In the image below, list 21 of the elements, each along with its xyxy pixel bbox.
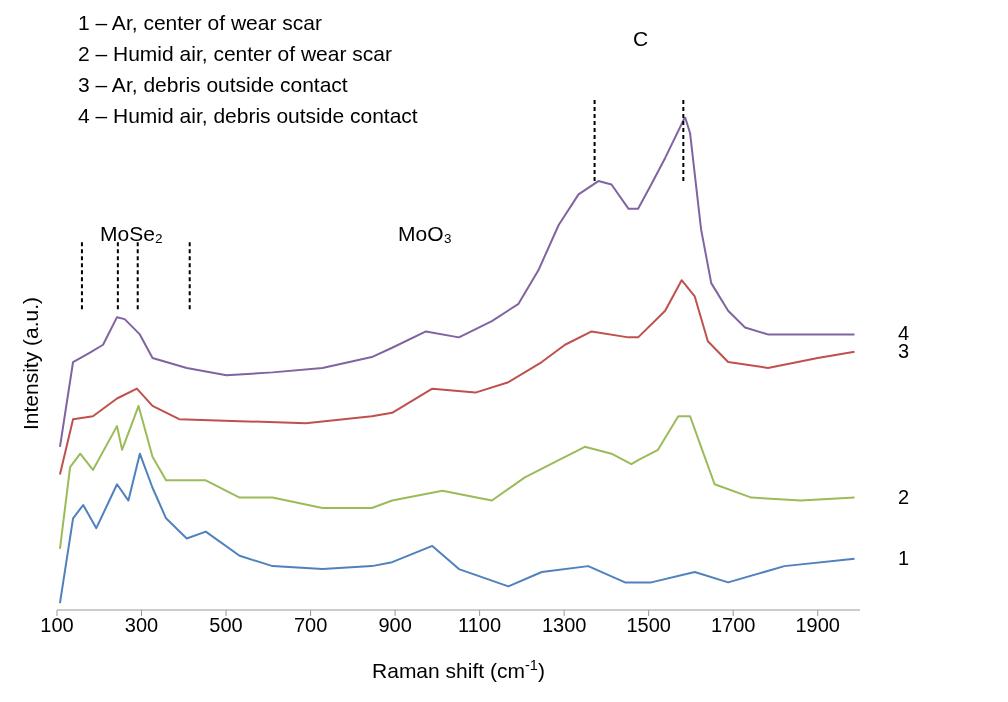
text: 2 <box>898 485 910 508</box>
annotation: MoO₃ <box>398 222 453 245</box>
x-tick-label: 900 <box>378 614 412 637</box>
x-tick-label: 1100 <box>458 614 502 637</box>
text: 3 – Ar, debris outside contact <box>78 73 348 96</box>
text: 2 – Humid air, center of wear scar <box>78 42 392 65</box>
annotation: 4 – Humid air, debris outside contact <box>78 104 418 127</box>
x-tick-label: 1300 <box>541 614 587 637</box>
x-tick-label: 1500 <box>626 614 671 637</box>
x-tick-label: 300 <box>124 614 159 637</box>
text: C <box>633 27 649 50</box>
x-tick-label: 500 <box>209 614 243 637</box>
x-tick-label: 700 <box>293 614 328 637</box>
x-tick-label: 1700 <box>710 614 756 637</box>
text: 1 – Ar, center of wear scar <box>78 11 322 34</box>
text: 1 <box>898 546 910 569</box>
y-axis-title: Intensity (a.u.) <box>19 296 42 431</box>
annotation: MoSe₂ <box>100 222 164 245</box>
x-axis-title: Raman shift (cm$^{-1}$) <box>372 657 545 682</box>
x-tick-label: 100 <box>40 614 74 637</box>
x-tick-label: 1900 <box>795 614 840 637</box>
